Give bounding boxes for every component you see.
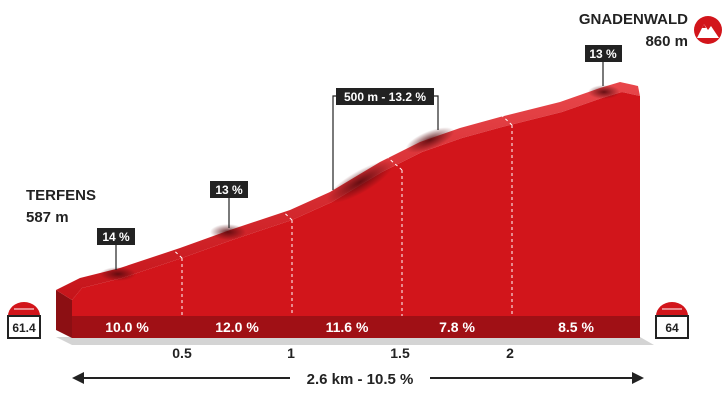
shade-4 xyxy=(405,127,455,153)
base-shadow xyxy=(56,337,654,345)
segment-gradient-5: 8.5 % xyxy=(558,319,594,335)
profile-front xyxy=(72,92,640,338)
start-name: TERFENS xyxy=(26,187,96,204)
climb-summary: 2.6 km - 10.5 % xyxy=(307,371,414,388)
peak-callout-3: 500 m - 13.2 % xyxy=(332,88,439,190)
peak-label-1: 14 % xyxy=(102,230,130,244)
shade-3 xyxy=(326,160,394,204)
segment-dividers xyxy=(167,111,513,316)
start-altitude: 587 m xyxy=(26,209,69,226)
start-km-marker: 61.4 xyxy=(7,302,41,339)
shade-2 xyxy=(210,224,246,240)
peak-label-3: 500 m - 13.2 % xyxy=(344,90,426,104)
shade-1 xyxy=(100,267,136,281)
distance-tick-1: 1 xyxy=(287,345,295,361)
shade-5 xyxy=(588,85,620,99)
peak-callout-4: 13 % xyxy=(585,45,622,86)
finish-km-value: 64 xyxy=(665,321,679,335)
summit-icon xyxy=(694,16,722,44)
peak-label-4: 13 % xyxy=(589,47,617,61)
distance-tick-0-5: 0.5 xyxy=(172,345,192,361)
segment-gradient-1: 10.0 % xyxy=(105,319,149,335)
profile-side xyxy=(56,290,72,338)
distance-tick-1-5: 1.5 xyxy=(390,345,410,361)
peak-label-2: 13 % xyxy=(215,183,243,197)
distance-arrow: 2.6 km - 10.5 % xyxy=(72,368,644,388)
segment-gradient-3: 11.6 % xyxy=(326,319,369,335)
finish-altitude: 860 m xyxy=(645,33,688,50)
segment-gradient-4: 7.8 % xyxy=(439,319,475,335)
distance-tick-2: 2 xyxy=(506,345,514,361)
peak-callout-2: 13 % xyxy=(210,181,248,228)
segment-gradient-2: 12.0 % xyxy=(215,319,259,335)
start-km-value: 61.4 xyxy=(12,321,36,335)
finish-name: GNADENWALD xyxy=(579,11,688,28)
gradient-band xyxy=(72,316,640,338)
peak-callout-1: 14 % xyxy=(97,228,135,270)
finish-km-marker: 64 xyxy=(655,302,689,339)
